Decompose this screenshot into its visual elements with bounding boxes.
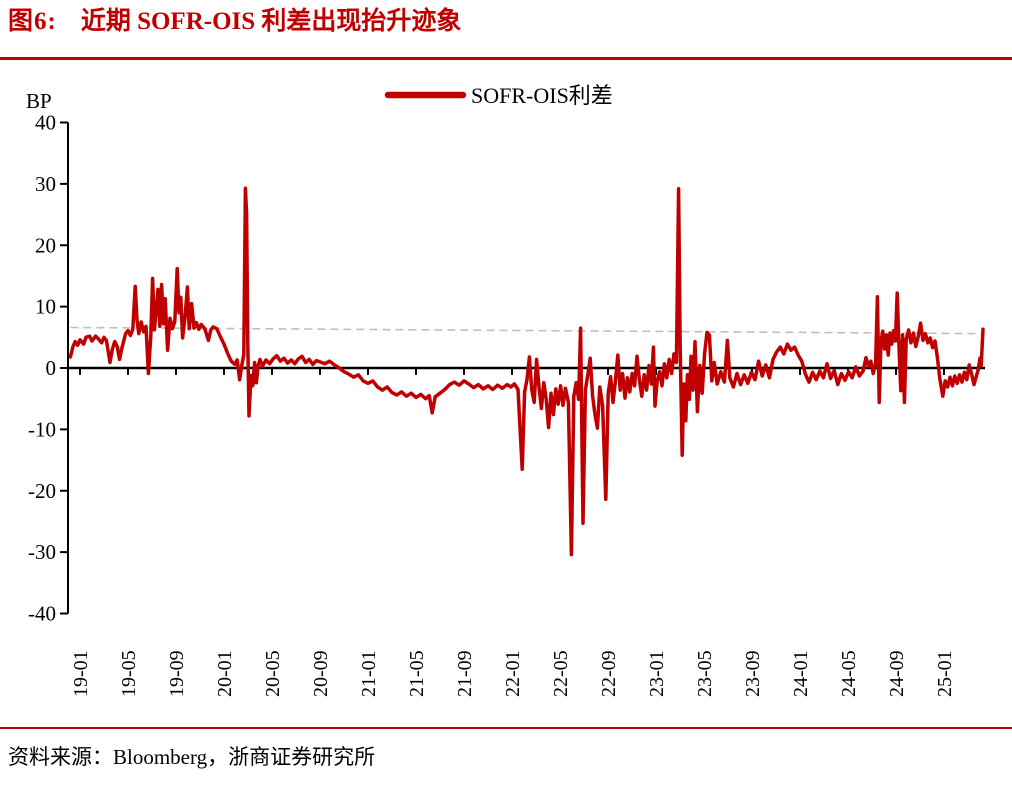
x-axis-tick-label: 21-01	[358, 650, 380, 697]
y-axis-tick-label: -10	[28, 417, 56, 441]
y-axis-unit-label: BP	[26, 89, 52, 113]
x-axis-tick-label: 19-05	[118, 650, 140, 697]
x-axis-tick-label: 19-01	[70, 650, 92, 697]
x-axis-tick-label: 19-09	[166, 650, 188, 697]
x-axis-tick-label: 21-09	[454, 650, 476, 697]
series-line-group	[68, 186, 985, 557]
x-axis-tick-label: 23-05	[694, 650, 716, 697]
sofr-ois-spread-line	[68, 186, 985, 557]
x-axis-tick-label: 23-09	[742, 650, 764, 697]
x-axis-tick-label: 24-05	[838, 650, 860, 697]
y-axis: 40 30 20 10 0 -10 -20 -30 -40	[28, 111, 69, 626]
trendline-dashed-line	[70, 326, 985, 335]
y-axis-tick-label: -40	[28, 602, 56, 626]
footer-divider-rule	[0, 727, 1012, 729]
x-axis-tick-label: 20-01	[214, 650, 236, 697]
figure-title: 近期 SOFR-OIS 利差出现抬升迹象	[80, 8, 462, 35]
figure-number-label: 图6:	[8, 8, 57, 35]
x-axis: 19-01 19-05 19-09 20-01 20-05 20-09 21-01 21-05…	[68, 366, 985, 697]
y-axis-tick-label: 20	[35, 233, 56, 257]
x-axis-tick-label: 22-01	[502, 650, 524, 697]
x-axis-tick-label: 20-05	[262, 650, 284, 697]
y-axis-tick-label: -30	[28, 540, 56, 564]
legend-series-label: SOFR-OIS利差	[471, 83, 613, 108]
x-axis-tick-label: 23-01	[646, 650, 668, 697]
figure-title-row: 图6: 近期 SOFR-OIS 利差出现抬升迹象	[8, 6, 1004, 39]
title-divider-rule	[0, 57, 1012, 60]
source-note: 资料来源：Bloomberg，浙商证券研究所	[8, 745, 376, 769]
legend: SOFR-OIS利差	[384, 83, 613, 108]
x-axis-tick-label: 22-09	[598, 650, 620, 697]
y-axis-tick-label: 30	[35, 172, 56, 196]
y-axis-tick-label: 10	[35, 295, 56, 319]
sofr-ois-spread-chart: BP SOFR-OIS利差 40 30 20 10 0 -10 -20 -30 -40 19-0…	[26, 83, 985, 697]
x-axis-tick-label: 24-09	[886, 650, 908, 697]
y-axis-tick-label: 0	[46, 356, 57, 380]
y-axis-tick-label: 40	[35, 111, 56, 135]
x-axis-tick-label: 22-05	[550, 650, 572, 697]
x-axis-tick-label: 25-01	[934, 650, 956, 697]
x-axis-tick-label: 21-05	[406, 650, 428, 697]
dashed-trendline	[70, 326, 985, 335]
x-axis-tick-label: 24-01	[790, 650, 812, 697]
y-axis-tick-label: -20	[28, 479, 56, 503]
x-axis-tick-label: 20-09	[310, 650, 332, 697]
